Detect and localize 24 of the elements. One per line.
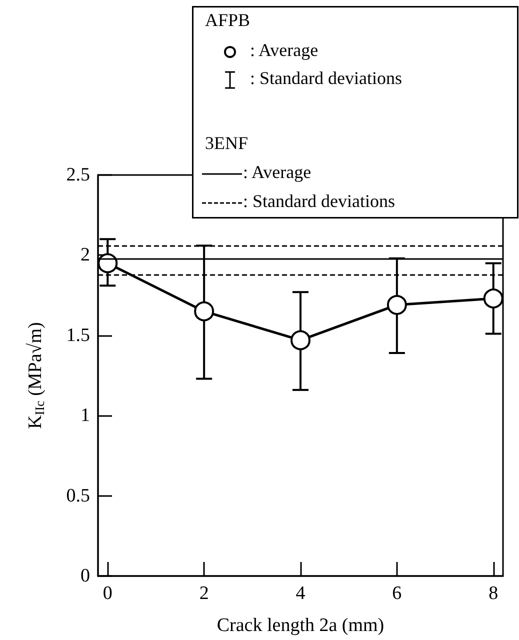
point — [98, 253, 118, 274]
point — [483, 288, 504, 309]
x-tick-label: 0 — [102, 583, 112, 604]
point — [194, 301, 214, 322]
y-tick-label: 0 — [80, 566, 90, 586]
x-tick-label: 8 — [488, 583, 498, 604]
text: : Standard deviations — [250, 68, 402, 88]
text: 3ENF — [205, 133, 248, 153]
x-axis-title: Crack length 2a (mm) — [216, 615, 384, 636]
legend-label: : Average — [243, 162, 312, 182]
x-tick-label: 2 — [199, 583, 209, 604]
point — [290, 330, 310, 350]
y-tick-label: 2.5 — [66, 164, 90, 186]
y-axis-title: KIIc (MPa√m) — [25, 322, 47, 429]
legend-label: : Average — [250, 40, 318, 60]
text: AFPB — [205, 10, 250, 30]
y-tick-label: 1 — [80, 405, 90, 426]
y-tick-label: 1.5 — [66, 324, 90, 346]
legend-label: : Standard deviations — [243, 191, 395, 211]
y-tick-label: 2 — [80, 244, 90, 266]
x-tick-label: 4 — [296, 583, 306, 604]
point — [386, 294, 407, 315]
y-tick-label: 0.5 — [66, 485, 90, 506]
x-tick-label: 6 — [392, 583, 402, 604]
